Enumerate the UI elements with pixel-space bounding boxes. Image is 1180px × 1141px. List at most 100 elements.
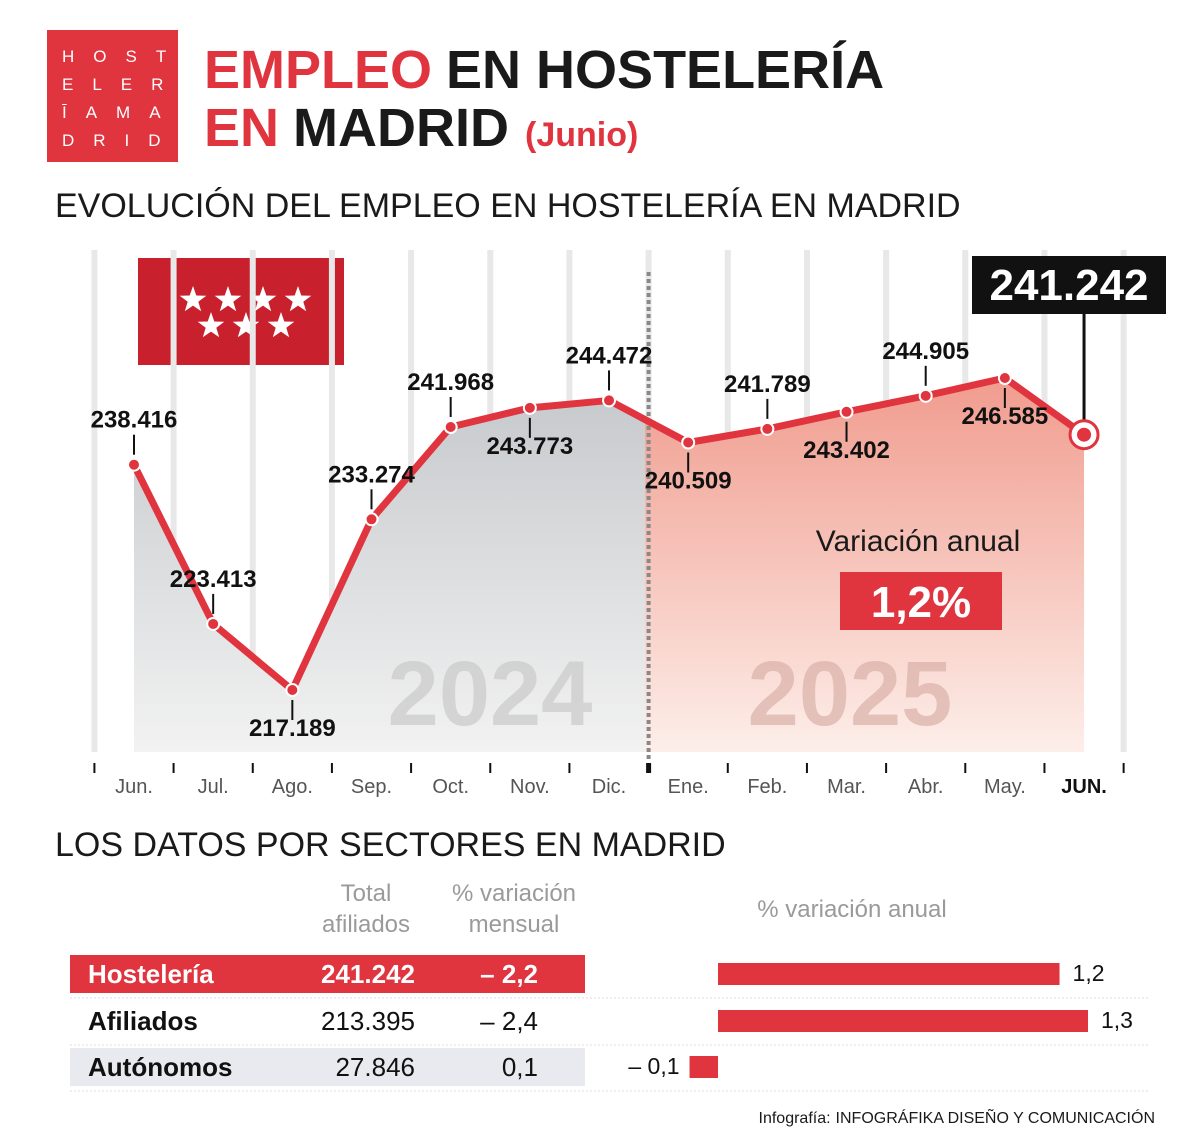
credit-label: Infografía: bbox=[759, 1110, 831, 1127]
column-header: % variación anual bbox=[757, 896, 946, 923]
annotation: 1,2% bbox=[871, 578, 971, 627]
point-core bbox=[1077, 427, 1092, 442]
row-background bbox=[70, 955, 585, 993]
logo-line: HOST bbox=[62, 47, 185, 66]
stripe bbox=[170, 250, 177, 752]
flag-star bbox=[197, 312, 225, 338]
title-part: EN HOSTELERÍA bbox=[446, 40, 884, 100]
column-header: % variación bbox=[452, 880, 576, 907]
stripe bbox=[1120, 250, 1127, 752]
x-tick-label: Feb. bbox=[747, 776, 787, 798]
row-name: Hostelería bbox=[88, 959, 214, 989]
stripe bbox=[328, 250, 335, 752]
value-label: 217.189 bbox=[249, 715, 336, 742]
x-tick-label: Dic. bbox=[592, 776, 626, 798]
flag-star bbox=[232, 312, 260, 338]
point bbox=[522, 400, 537, 415]
value-label: 233.274 bbox=[328, 461, 415, 488]
point bbox=[997, 371, 1012, 385]
cell: 0,1 bbox=[502, 1052, 538, 1082]
year-label: 2025 bbox=[748, 643, 953, 745]
value-label: 223.413 bbox=[170, 566, 257, 593]
point bbox=[364, 512, 379, 527]
x-tick-label: Sep. bbox=[351, 776, 392, 798]
flag-star bbox=[267, 312, 295, 338]
credit: Infografía: INFOGRÁFIKA DISEÑO Y COMUNICA… bbox=[759, 1107, 1156, 1127]
logo-box bbox=[47, 30, 178, 162]
sector-table: Total afiliados % variación mensual % variac… bbox=[70, 880, 1150, 1092]
annotation-box bbox=[840, 572, 1002, 630]
x-tick-label: May. bbox=[984, 776, 1026, 798]
cell: – 2,4 bbox=[480, 1006, 538, 1036]
title-part: EN bbox=[204, 98, 279, 158]
column-header: Total bbox=[341, 880, 392, 907]
stripe bbox=[91, 250, 98, 752]
x-tick-label: Abr. bbox=[908, 776, 944, 798]
row-background bbox=[70, 1048, 585, 1086]
area-2025 bbox=[645, 378, 1085, 752]
chart-title: EVOLUCIÓN DEL EMPLEO EN HOSTELERÍA EN MA… bbox=[55, 187, 961, 225]
value-label: 244.472 bbox=[566, 342, 653, 369]
title-part: MADRID bbox=[293, 98, 509, 158]
cell: 241.242 bbox=[321, 959, 415, 989]
value-label: 1,3 bbox=[1101, 1007, 1133, 1033]
year-label: 2024 bbox=[388, 643, 593, 745]
logo: HOST ELER ĪAMA DRID bbox=[62, 47, 185, 150]
x-tick-label: JUN. bbox=[1061, 776, 1107, 798]
point bbox=[839, 404, 854, 419]
chart-title: LOS DATOS POR SECTORES EN MADRID bbox=[55, 826, 726, 864]
flag-star bbox=[249, 286, 277, 312]
row-name: Afiliados bbox=[88, 1006, 198, 1036]
value-label-box bbox=[972, 256, 1166, 314]
point bbox=[602, 393, 617, 408]
value-label: 244.905 bbox=[882, 338, 969, 365]
flag-star bbox=[214, 286, 242, 312]
point bbox=[206, 616, 221, 631]
point bbox=[918, 388, 933, 403]
area-2024 bbox=[134, 400, 645, 752]
column-header: afiliados bbox=[322, 911, 410, 938]
logo-line: ĪAMA bbox=[62, 103, 180, 122]
value-label: 1,2 bbox=[1073, 960, 1105, 986]
value-label: 241.789 bbox=[724, 371, 811, 398]
value-label: 240.509 bbox=[645, 467, 732, 494]
x-tick-label: Jul. bbox=[198, 776, 229, 798]
flag-star bbox=[284, 286, 312, 312]
row-name: Autónomos bbox=[88, 1052, 232, 1082]
cell: 213.395 bbox=[321, 1006, 415, 1036]
flag-star bbox=[179, 286, 207, 312]
x-tick-label: Ago. bbox=[272, 776, 313, 798]
value-label: 238.416 bbox=[91, 407, 178, 434]
title-part: (Junio) bbox=[525, 116, 638, 154]
logo-line: DRID bbox=[62, 131, 180, 150]
cell: – 2,2 bbox=[480, 959, 538, 989]
column-header: mensual bbox=[469, 911, 560, 938]
title-part: EMPLEO bbox=[204, 40, 432, 100]
value-label: 241.242 bbox=[989, 261, 1148, 310]
line-chart: 2024 2025 Variación anual 1,2% Jun. Jul. Ago. S… bbox=[91, 250, 1166, 798]
point bbox=[127, 457, 141, 472]
x-tick-label: Jun. bbox=[115, 776, 153, 798]
value-label: 243.773 bbox=[486, 433, 573, 460]
x-tick-label: Mar. bbox=[827, 776, 866, 798]
x-tick-label: Oct. bbox=[432, 776, 469, 798]
bar bbox=[718, 963, 1060, 985]
x-tick-label: Ene. bbox=[668, 776, 709, 798]
stripe bbox=[249, 250, 256, 752]
cell: 27.846 bbox=[335, 1052, 415, 1082]
value-label: 241.968 bbox=[407, 369, 494, 396]
point bbox=[760, 421, 775, 436]
bar bbox=[689, 1056, 718, 1078]
point bbox=[681, 435, 696, 450]
point bbox=[443, 420, 458, 435]
title: EMPLEO EN HOSTELERÍA bbox=[204, 40, 884, 100]
annotation: Variación anual bbox=[816, 525, 1021, 558]
x-tick-label: Nov. bbox=[510, 776, 550, 798]
logo-line: ELER bbox=[62, 75, 182, 94]
point bbox=[285, 683, 300, 697]
value-label: 243.402 bbox=[803, 437, 890, 464]
credit-source: INFOGRÁFIKA DISEÑO Y COMUNICACIÓN bbox=[836, 1107, 1155, 1127]
value-label: 246.585 bbox=[961, 403, 1048, 430]
